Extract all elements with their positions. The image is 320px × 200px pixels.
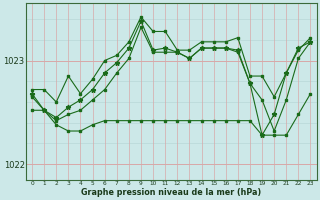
X-axis label: Graphe pression niveau de la mer (hPa): Graphe pression niveau de la mer (hPa) [81,188,261,197]
